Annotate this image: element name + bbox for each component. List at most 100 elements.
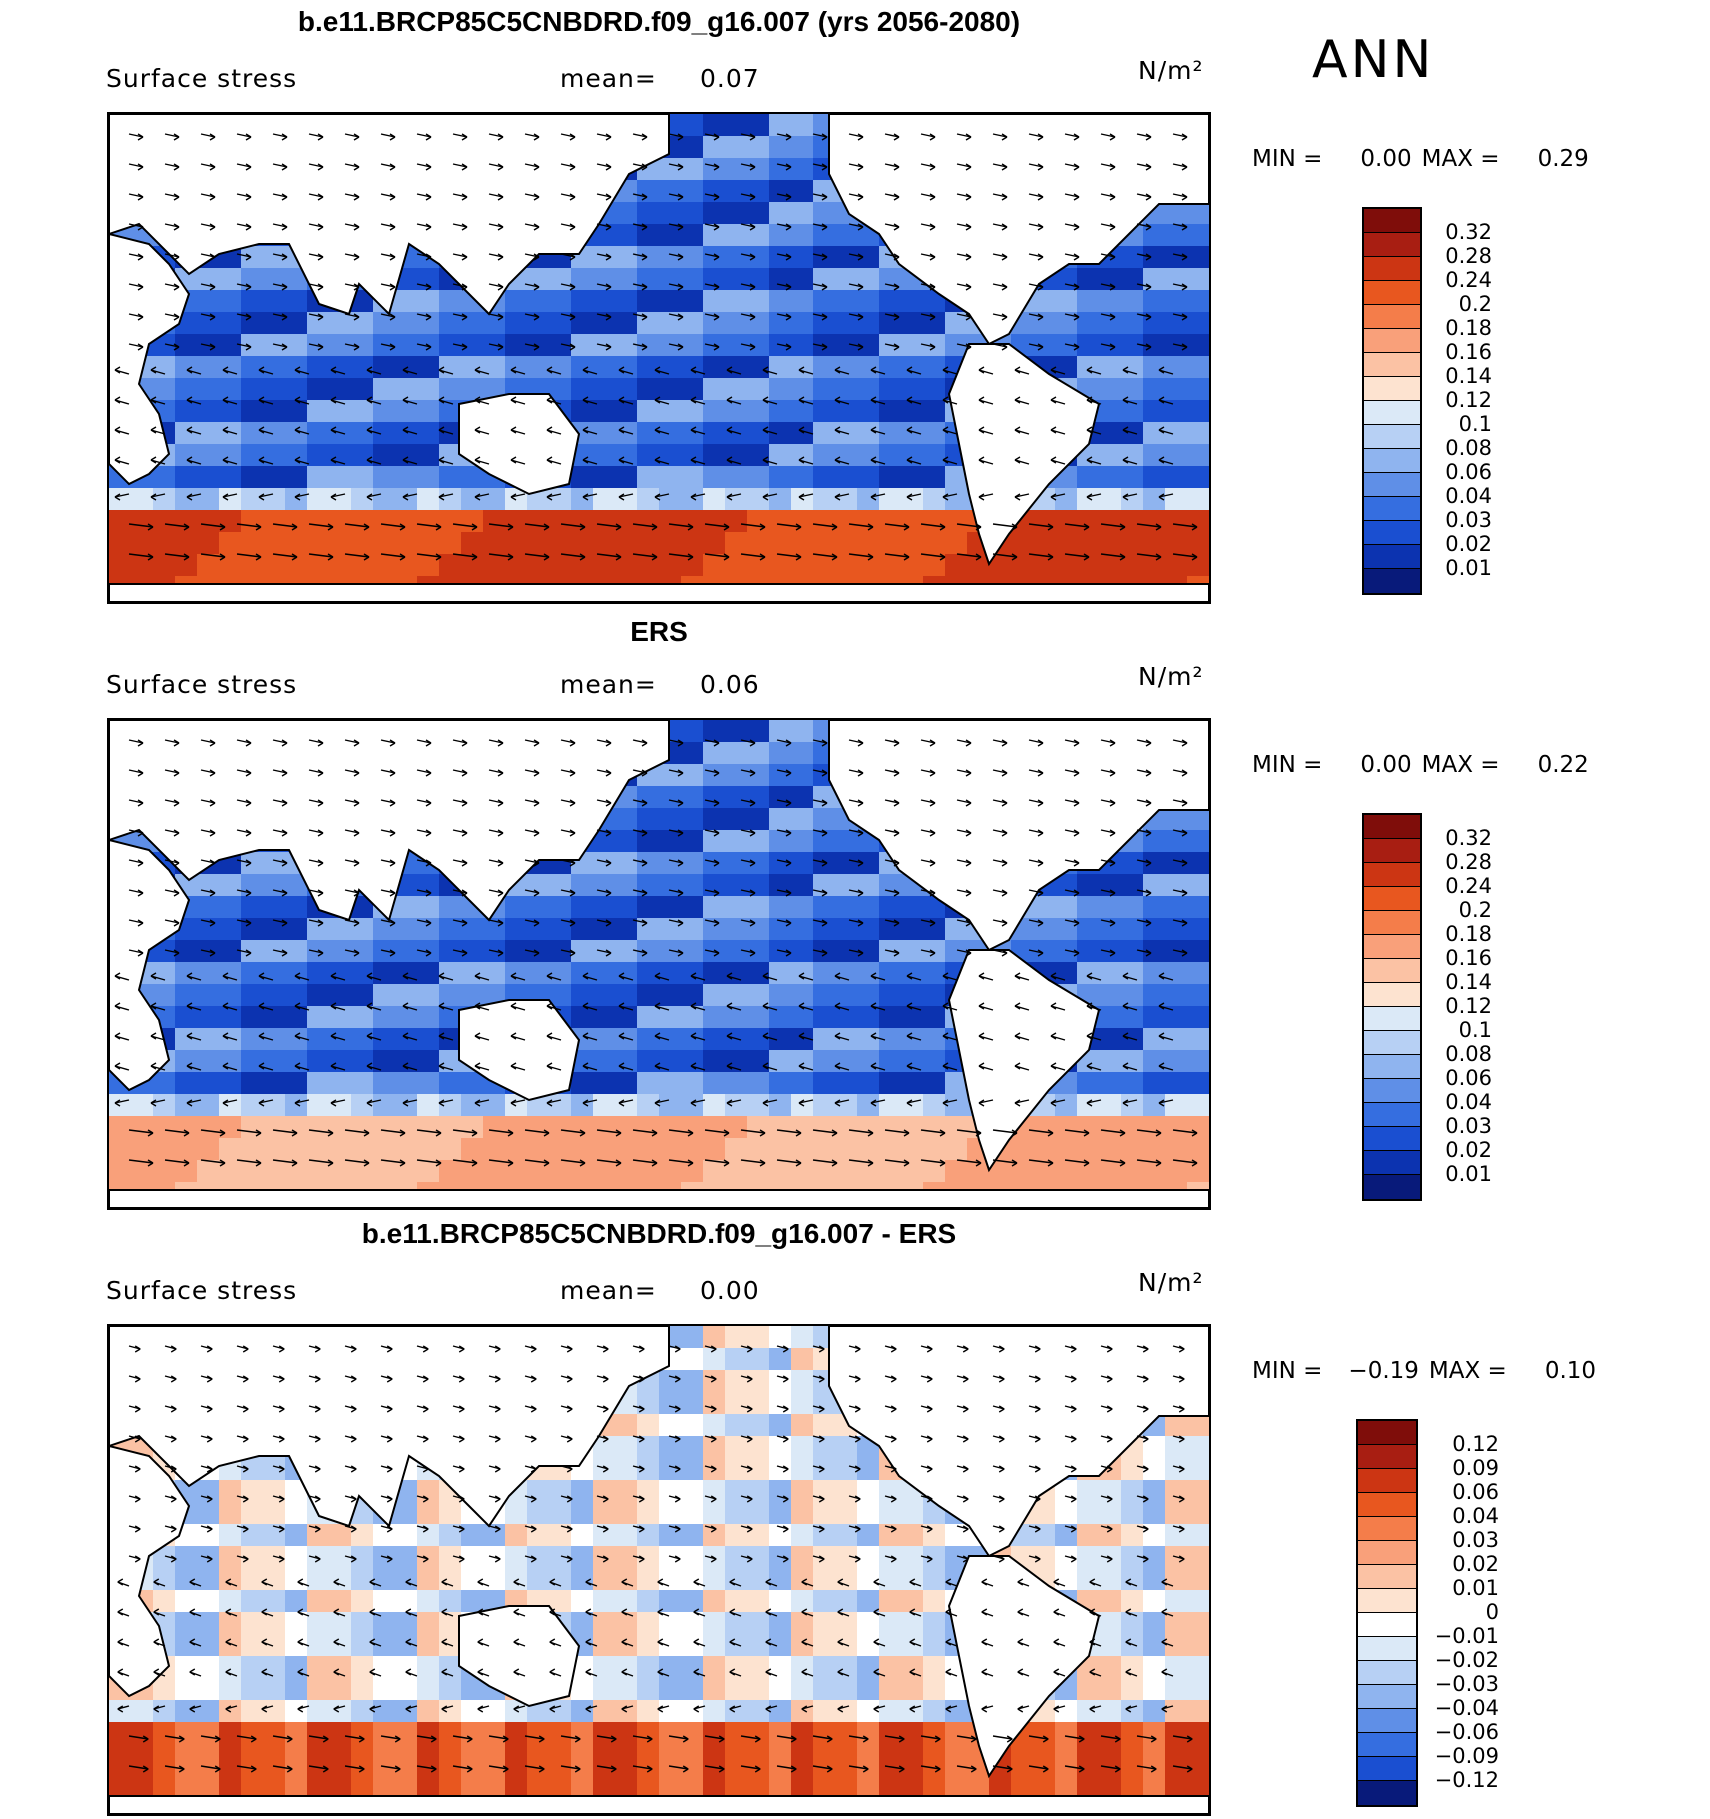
stress-arrow (452, 799, 468, 804)
field-cell (923, 1138, 945, 1160)
field-cell (329, 1072, 351, 1094)
stress-arrowhead (209, 862, 216, 867)
field-cell (549, 940, 571, 962)
stress-arrowhead (605, 892, 612, 897)
stress-arrowhead (461, 919, 468, 924)
stress-arrowhead (317, 286, 324, 291)
field-cell (329, 984, 351, 1006)
stress-arrowhead (690, 1099, 697, 1104)
stress-arrow (942, 1099, 958, 1104)
stress-arrow (956, 343, 972, 348)
stress-arrow (1064, 223, 1080, 228)
stress-arrow (128, 343, 144, 348)
field-cell (923, 1006, 945, 1028)
field-cell (329, 962, 351, 984)
field-cell (439, 290, 461, 312)
stress-arrowhead (582, 496, 589, 501)
field-cell (703, 510, 725, 532)
coastline (109, 114, 670, 316)
field-cell (615, 984, 637, 1006)
stress-arrowhead (461, 256, 468, 261)
field-cell (879, 984, 901, 1006)
field-cell (791, 896, 813, 918)
field-cell (1187, 1116, 1209, 1138)
stress-arrowhead (533, 859, 540, 864)
field-cell (307, 1072, 329, 1094)
stress-arrow (1028, 223, 1044, 228)
field-cell (175, 356, 197, 378)
stress-arrow (236, 313, 252, 318)
stress-arrowhead (389, 742, 396, 747)
stress-arrowhead (137, 862, 144, 867)
stress-arrowhead (330, 459, 337, 464)
field-cell (769, 224, 791, 246)
field-cell (571, 918, 593, 940)
field-cell (703, 984, 725, 1006)
stress-arrowhead (965, 346, 972, 351)
stress-arrowhead (281, 799, 288, 804)
stress-arrowhead (366, 396, 373, 401)
field-cell (659, 466, 681, 488)
field-cell (593, 896, 615, 918)
stress-arrowhead (906, 496, 913, 501)
colorbar-segment (1364, 425, 1420, 449)
field-cell (329, 940, 351, 962)
stress-arrowhead (209, 256, 216, 261)
stress-arrow (812, 253, 828, 258)
field-cell (1121, 1072, 1143, 1094)
field-cell (527, 896, 549, 918)
stress-arrow (920, 223, 936, 228)
stress-arrow (546, 1099, 562, 1104)
stress-arrowhead (713, 313, 720, 318)
stress-arrowhead (713, 286, 720, 291)
stress-arrowhead (474, 496, 481, 501)
stress-arrowhead (965, 136, 972, 141)
stress-arrowhead (281, 832, 288, 837)
field-cell (197, 1094, 219, 1116)
field-cell (1055, 940, 1077, 962)
stress-arrowhead (389, 772, 396, 777)
stress-arrowhead (137, 223, 144, 228)
stress-arrow (956, 283, 972, 288)
stress-arrow (200, 223, 216, 228)
stress-arrowhead (186, 1065, 193, 1070)
stress-arrowhead (114, 1032, 121, 1037)
stress-arrow (798, 493, 814, 498)
stress-arrowhead (929, 739, 936, 744)
field-cell (791, 532, 813, 554)
field-cell (1099, 378, 1121, 400)
field-cell (1099, 874, 1121, 896)
stress-arrow (632, 313, 648, 318)
field-cell (659, 896, 681, 918)
stress-arrowhead (1181, 226, 1188, 231)
field-cell (109, 1116, 131, 1138)
field-cell (329, 400, 351, 422)
field-cell (219, 1006, 241, 1028)
field-cell (1121, 554, 1143, 576)
stress-arrowhead (1014, 1002, 1021, 1007)
field-cell (615, 312, 637, 334)
stress-arrowhead (474, 972, 481, 977)
stress-arrowhead (569, 922, 576, 927)
stress-arrow (596, 769, 612, 774)
field-cell (747, 312, 769, 334)
stress-arrow (1028, 133, 1044, 138)
field-cell (593, 830, 615, 852)
field-cell (769, 852, 791, 874)
stress-arrowhead (150, 496, 157, 501)
stress-arrow (812, 949, 828, 954)
field-cell (791, 1028, 813, 1050)
stress-arrow (920, 919, 936, 924)
field-cell (307, 466, 329, 488)
stress-arrowhead (1155, 556, 1162, 561)
stress-arrowhead (726, 459, 733, 464)
field-cell (1143, 830, 1165, 852)
field-cell (373, 378, 395, 400)
field-cell (439, 510, 461, 532)
stress-arrowhead (147, 556, 154, 561)
field-cell (703, 532, 725, 554)
stress-arrowhead (1037, 313, 1044, 318)
field-cell (1121, 532, 1143, 554)
field-cell (571, 334, 593, 356)
stress-arrowhead (150, 1002, 157, 1007)
